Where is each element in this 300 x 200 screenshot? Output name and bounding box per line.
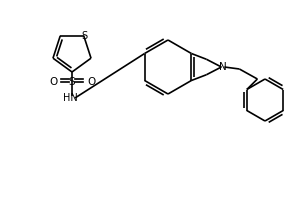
Text: O: O — [49, 77, 57, 87]
Text: O: O — [87, 77, 95, 87]
Text: S: S — [82, 31, 88, 41]
Text: S: S — [69, 77, 75, 87]
Text: N: N — [218, 62, 226, 72]
Text: HN: HN — [63, 93, 77, 103]
